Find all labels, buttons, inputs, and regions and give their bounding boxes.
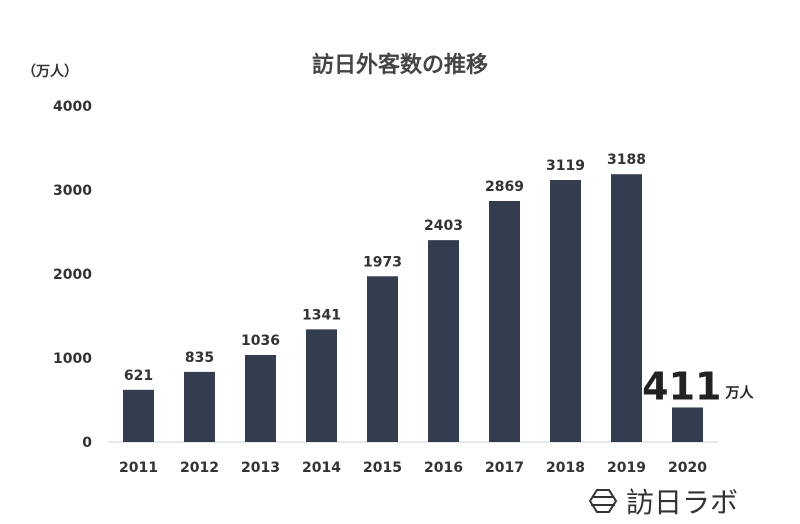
y-tick-label: 3000 <box>53 183 92 199</box>
data-label: 2403 <box>424 218 463 234</box>
data-label: 3188 <box>607 152 646 168</box>
bar-2015 <box>367 276 398 442</box>
data-label: 835 <box>185 350 214 366</box>
y-axis: 0 1000 2000 3000 4000 <box>53 99 92 451</box>
data-label: 621 <box>124 368 153 384</box>
x-tick-label: 2012 <box>180 460 219 476</box>
highlight-value: 411 <box>642 364 721 408</box>
hexagon-logo-icon <box>588 489 618 513</box>
y-tick-label: 1000 <box>53 351 92 367</box>
x-tick-label: 2020 <box>668 460 707 476</box>
x-tick-label: 2014 <box>302 460 341 476</box>
y-tick-label: 2000 <box>53 267 92 283</box>
highlight-unit: 万人 <box>725 384 755 401</box>
y-tick-label: 4000 <box>53 99 92 115</box>
x-tick-label: 2017 <box>485 460 524 476</box>
bar-2011 <box>123 389 154 442</box>
x-tick-label: 2011 <box>119 460 158 476</box>
bar-2013 <box>245 354 276 442</box>
x-tick-label: 2019 <box>607 460 646 476</box>
bar-2012 <box>184 371 215 442</box>
y-axis-unit-label: （万人） <box>22 63 78 80</box>
data-labels: 621 835 1036 1341 1973 2403 2869 3119 3188 <box>124 152 646 384</box>
bar-2020 <box>672 407 703 442</box>
bar-2019 <box>611 174 642 442</box>
x-tick-label: 2015 <box>363 460 402 476</box>
bar-2016 <box>428 240 459 442</box>
x-tick-label: 2013 <box>241 460 280 476</box>
data-label: 1036 <box>241 333 280 349</box>
bars <box>123 174 703 442</box>
x-tick-label: 2016 <box>424 460 463 476</box>
x-axis: 2011 2012 2013 2014 2015 2016 2017 2018 2019 2020 <box>119 460 707 476</box>
bar-2017 <box>489 201 520 442</box>
bar-2014 <box>306 329 337 442</box>
data-label: 1341 <box>302 307 341 323</box>
brand-name: 訪日ラボ <box>626 486 738 519</box>
brand-logo: 訪日ラボ <box>588 486 738 519</box>
data-label: 1973 <box>363 254 402 270</box>
data-label: 3119 <box>546 158 585 174</box>
x-tick-label: 2018 <box>546 460 585 476</box>
data-label: 2869 <box>485 179 524 195</box>
highlight-callout: 411 万人 <box>642 364 754 408</box>
y-tick-label: 0 <box>82 435 92 451</box>
chart-title: 訪日外客数の推移 <box>312 52 488 78</box>
bar-2018 <box>550 180 581 442</box>
